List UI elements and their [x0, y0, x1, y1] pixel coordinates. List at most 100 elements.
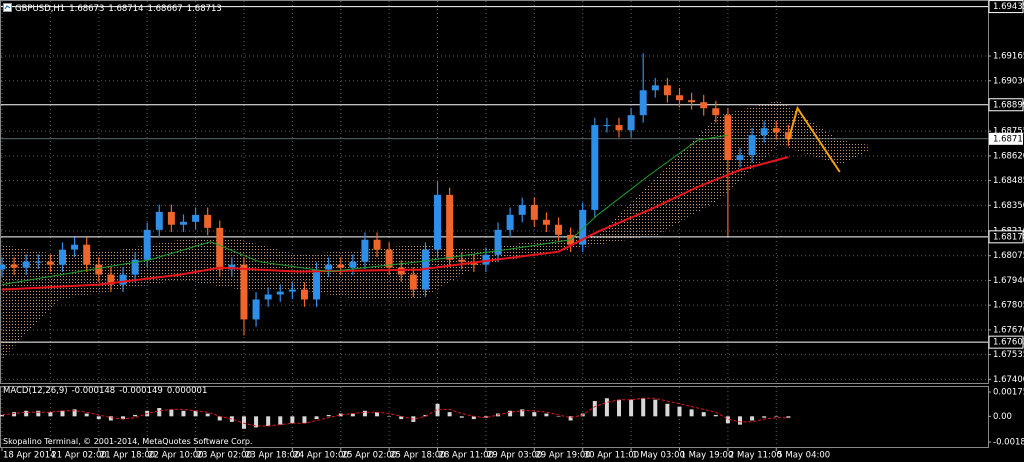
- macd-bar: [544, 413, 549, 417]
- y-tick-label: 1.68620: [993, 151, 1024, 161]
- candle-body: [228, 264, 236, 270]
- macd-frame: [0, 386, 989, 448]
- macd-bar: [677, 406, 682, 417]
- candle-body: [736, 155, 744, 161]
- candle-body: [143, 229, 151, 260]
- macd-bar: [762, 416, 767, 418]
- candle-body: [240, 264, 248, 320]
- x-tick-label: 22 Apr 10:00: [148, 451, 203, 461]
- candle-body: [58, 249, 66, 265]
- macd-bar: [60, 410, 65, 417]
- macd-bar: [278, 416, 283, 425]
- macd-bar: [217, 416, 222, 421]
- macd-bar: [350, 413, 355, 417]
- candle-body: [83, 244, 91, 265]
- moving-average: [1, 134, 728, 286]
- macd-bar: [617, 399, 622, 417]
- candle-body: [155, 211, 163, 230]
- candle-body: [325, 264, 333, 270]
- macd-bar: [12, 412, 17, 417]
- candle-body: [95, 264, 103, 275]
- x-tick-label: 18 Apr 2014: [3, 451, 56, 461]
- candle-body: [409, 274, 417, 290]
- macd-bar: [737, 416, 742, 425]
- forecast-line: [787, 105, 841, 173]
- macd-bar: [120, 416, 125, 420]
- candle-body: [530, 204, 538, 220]
- candle-body: [107, 274, 115, 285]
- macd-bar: [326, 414, 331, 417]
- macd-bar: [786, 416, 791, 418]
- macd-bar: [241, 416, 246, 429]
- x-tick-label: 23 Apr 02:00: [197, 451, 252, 461]
- y-tick-label: 1.69165: [993, 52, 1024, 62]
- macd-bar: [483, 416, 488, 418]
- y-tick-label: 1.69030: [993, 76, 1024, 86]
- macd-bar: [362, 410, 367, 417]
- macd-bar: [508, 410, 513, 417]
- candle-body: [591, 125, 599, 210]
- candle-body: [385, 249, 393, 268]
- candle-body: [276, 291, 284, 295]
- candle-body: [264, 294, 272, 300]
- candle-body: [663, 85, 671, 96]
- macd-readout: 0.000001: [166, 386, 208, 396]
- candle-body: [204, 214, 212, 228]
- macd-bar: [641, 398, 646, 417]
- y-tick-label: 1.68485: [993, 176, 1024, 186]
- candle-body: [627, 115, 635, 131]
- macd-bar: [169, 409, 174, 417]
- main-frame: [0, 0, 989, 384]
- macd-bar: [108, 416, 113, 421]
- macd-bar: [423, 414, 428, 417]
- macd-bar: [713, 414, 718, 417]
- level-label-box: [988, 335, 1024, 349]
- y-tick-label: 1.67535: [993, 350, 1024, 360]
- candle-body: [615, 125, 623, 131]
- moving-average: [1, 156, 789, 291]
- candle-body: [506, 214, 514, 230]
- x-tick-label: 25 Apr 18:00: [390, 451, 445, 461]
- macd-bar: [96, 416, 101, 420]
- macd-bar: [48, 412, 53, 417]
- candle-body: [373, 239, 381, 250]
- macd-bar: [689, 409, 694, 417]
- level-label: 1.69435: [993, 2, 1024, 12]
- level-label-box: [988, 230, 1024, 244]
- candle-body: [46, 261, 54, 265]
- macd-signal: [1, 397, 789, 427]
- macd-bar: [665, 403, 670, 417]
- macd-bar: [205, 413, 210, 417]
- level-label-box: [988, 0, 1024, 14]
- macd-bar: [701, 412, 706, 417]
- header: GBPUSD,H1 1.68673 1.68714 1.68667 1.68713: [3, 2, 226, 14]
- candle-body: [724, 115, 732, 161]
- macd-bar: [72, 409, 77, 417]
- candle-body: [22, 261, 30, 268]
- candle-body: [337, 264, 345, 268]
- candle-body: [216, 227, 224, 270]
- current-price-box: [989, 132, 1023, 145]
- macd-bar: [266, 416, 271, 427]
- macd-bar: [254, 416, 259, 428]
- plot: [0, 6, 988, 429]
- quote: 1.68713: [186, 4, 222, 14]
- level-label: 1.68899: [993, 100, 1024, 110]
- macd-bar: [24, 410, 29, 417]
- candle-body: [349, 261, 357, 268]
- candle-body: [700, 102, 708, 109]
- level-label: 1.68178: [993, 232, 1024, 242]
- candle-body: [397, 267, 405, 275]
- symbol: GBPUSD,H1: [15, 4, 66, 14]
- macd-bar: [0, 414, 4, 417]
- macd-name: MACD(12,26,9): [3, 386, 68, 396]
- candle-body: [300, 289, 308, 300]
- candle-body: [179, 221, 187, 225]
- candle-body: [10, 264, 18, 268]
- candle-body: [784, 132, 792, 139]
- candle-body: [446, 194, 454, 260]
- candle-body: [603, 125, 611, 127]
